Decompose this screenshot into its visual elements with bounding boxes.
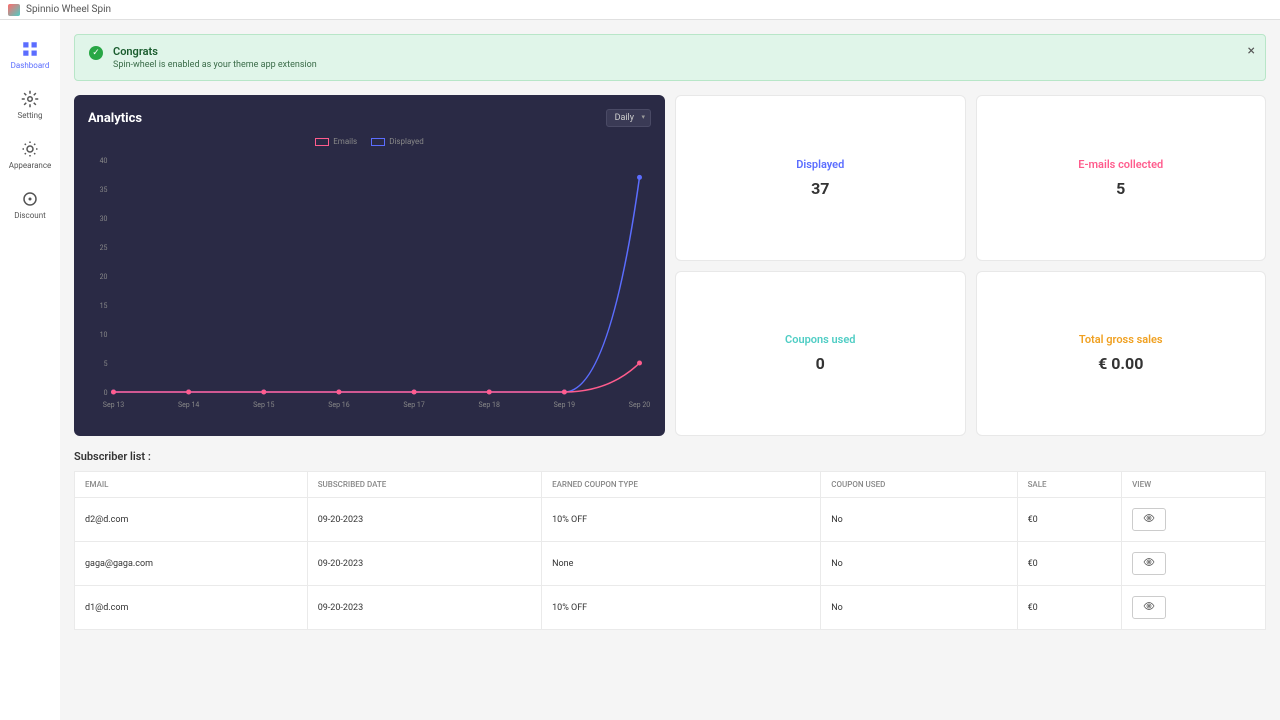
table-header: Sale xyxy=(1017,472,1122,498)
stat-label: Total gross sales xyxy=(1079,333,1163,346)
cell-coupon: None xyxy=(542,542,821,586)
check-icon: ✓ xyxy=(89,46,103,60)
svg-text:0: 0 xyxy=(104,389,108,397)
cell-view xyxy=(1122,498,1266,542)
svg-text:Sep 18: Sep 18 xyxy=(479,401,500,409)
sidebar-item-appearance[interactable]: Appearance xyxy=(9,140,52,170)
stat-value: € 0.00 xyxy=(1098,354,1143,373)
table-row: d1@d.com 09-20-2023 10% OFF No €0 xyxy=(75,586,1266,630)
sidebar-item-label: Setting xyxy=(17,111,42,120)
legend-swatch xyxy=(371,138,385,146)
cell-email: d1@d.com xyxy=(75,586,308,630)
stat-card: Displayed 37 xyxy=(675,95,966,261)
legend-item: Emails xyxy=(315,137,357,146)
svg-text:25: 25 xyxy=(100,244,108,252)
table-header: SUBSCRIBED DATE xyxy=(307,472,541,498)
stat-card: Coupons used 0 xyxy=(675,271,966,437)
analytics-title: Analytics xyxy=(88,111,142,126)
svg-text:5: 5 xyxy=(104,360,108,368)
legend-swatch xyxy=(315,138,329,146)
gear-icon xyxy=(21,90,39,108)
cell-email: gaga@gaga.com xyxy=(75,542,308,586)
stat-value: 37 xyxy=(811,179,829,198)
analytics-card: Analytics Daily Emails Displayed 0 5 10 15 20… xyxy=(74,95,665,436)
cell-date: 09-20-2023 xyxy=(307,586,541,630)
svg-text:20: 20 xyxy=(100,273,108,281)
grid-icon xyxy=(21,40,39,58)
svg-text:Sep 19: Sep 19 xyxy=(554,401,575,409)
stat-value: 5 xyxy=(1116,179,1125,198)
stats-grid: Displayed 37 E-mails collected 5 Coupons use… xyxy=(675,95,1266,436)
eye-icon xyxy=(1143,556,1155,571)
cell-used: No xyxy=(821,542,1017,586)
svg-text:Sep 15: Sep 15 xyxy=(253,401,274,409)
line-chart: 0 5 10 15 20 25 30 35 40 Sep 13 Sep 14 Sep 15 Sep 16… xyxy=(88,152,651,412)
sidebar-item-label: Discount xyxy=(14,211,46,220)
sidebar-item-dashboard[interactable]: Dashboard xyxy=(11,40,50,70)
table-row: d2@d.com 09-20-2023 10% OFF No €0 xyxy=(75,498,1266,542)
table-header: COUPON USED xyxy=(821,472,1017,498)
chart-area: Emails Displayed 0 5 10 15 20 25 30 35 40 Sep 13 Se… xyxy=(88,137,651,422)
svg-text:10: 10 xyxy=(100,331,108,339)
cell-used: No xyxy=(821,586,1017,630)
svg-text:30: 30 xyxy=(100,215,108,223)
sidebar-item-discount[interactable]: Discount xyxy=(14,190,46,220)
svg-text:Sep 16: Sep 16 xyxy=(328,401,349,409)
topbar: Spinnio Wheel Spin xyxy=(0,0,1280,20)
stat-card: Total gross sales € 0.00 xyxy=(976,271,1267,437)
eye-icon xyxy=(1143,512,1155,527)
sun-icon xyxy=(21,140,39,158)
subscriber-title: Subscriber list : xyxy=(74,450,1266,463)
view-button[interactable] xyxy=(1132,508,1166,531)
view-button[interactable] xyxy=(1132,552,1166,575)
cell-date: 09-20-2023 xyxy=(307,542,541,586)
cell-email: d2@d.com xyxy=(75,498,308,542)
period-selector[interactable]: Daily xyxy=(606,109,651,127)
cell-date: 09-20-2023 xyxy=(307,498,541,542)
table-header: VIEW xyxy=(1122,472,1266,498)
svg-text:Sep 17: Sep 17 xyxy=(403,401,424,409)
legend-label: Displayed xyxy=(389,137,424,146)
app-logo xyxy=(8,4,20,16)
stat-label: E-mails collected xyxy=(1078,158,1163,171)
cell-sale: €0 xyxy=(1017,586,1122,630)
table-row: gaga@gaga.com 09-20-2023 None No €0 xyxy=(75,542,1266,586)
table-header: EMAIL xyxy=(75,472,308,498)
tag-icon xyxy=(21,190,39,208)
close-icon[interactable]: × xyxy=(1248,43,1255,59)
cell-used: No xyxy=(821,498,1017,542)
sidebar: Dashboard Setting Appearance Discount xyxy=(0,20,60,720)
cell-sale: €0 xyxy=(1017,498,1122,542)
banner-title: Congrats xyxy=(113,45,317,58)
stat-value: 0 xyxy=(816,354,825,373)
cell-view xyxy=(1122,586,1266,630)
legend-label: Emails xyxy=(333,137,357,146)
main-content: ✓ Congrats Spin-wheel is enabled as your… xyxy=(60,20,1280,720)
app-title: Spinnio Wheel Spin xyxy=(26,4,111,15)
stat-label: Displayed xyxy=(796,158,844,171)
sidebar-item-label: Appearance xyxy=(9,161,52,170)
stat-label: Coupons used xyxy=(785,333,855,346)
svg-text:Sep 13: Sep 13 xyxy=(103,401,124,409)
svg-text:15: 15 xyxy=(100,302,108,310)
legend-item: Displayed xyxy=(371,137,424,146)
cell-coupon: 10% OFF xyxy=(542,586,821,630)
sidebar-item-setting[interactable]: Setting xyxy=(17,90,42,120)
banner-subtitle: Spin-wheel is enabled as your theme app … xyxy=(113,60,317,70)
svg-text:Sep 20: Sep 20 xyxy=(629,401,650,409)
success-banner: ✓ Congrats Spin-wheel is enabled as your… xyxy=(74,34,1266,81)
subscriber-table: EMAILSUBSCRIBED DATEEARNED COUPON TYPECO… xyxy=(74,471,1266,630)
svg-text:35: 35 xyxy=(100,186,108,194)
cell-sale: €0 xyxy=(1017,542,1122,586)
table-header: EARNED COUPON TYPE xyxy=(542,472,821,498)
cell-view xyxy=(1122,542,1266,586)
svg-text:40: 40 xyxy=(100,157,108,165)
stat-card: E-mails collected 5 xyxy=(976,95,1267,261)
eye-icon xyxy=(1143,600,1155,615)
cell-coupon: 10% OFF xyxy=(542,498,821,542)
view-button[interactable] xyxy=(1132,596,1166,619)
svg-text:Sep 14: Sep 14 xyxy=(178,401,199,409)
sidebar-item-label: Dashboard xyxy=(11,61,50,70)
